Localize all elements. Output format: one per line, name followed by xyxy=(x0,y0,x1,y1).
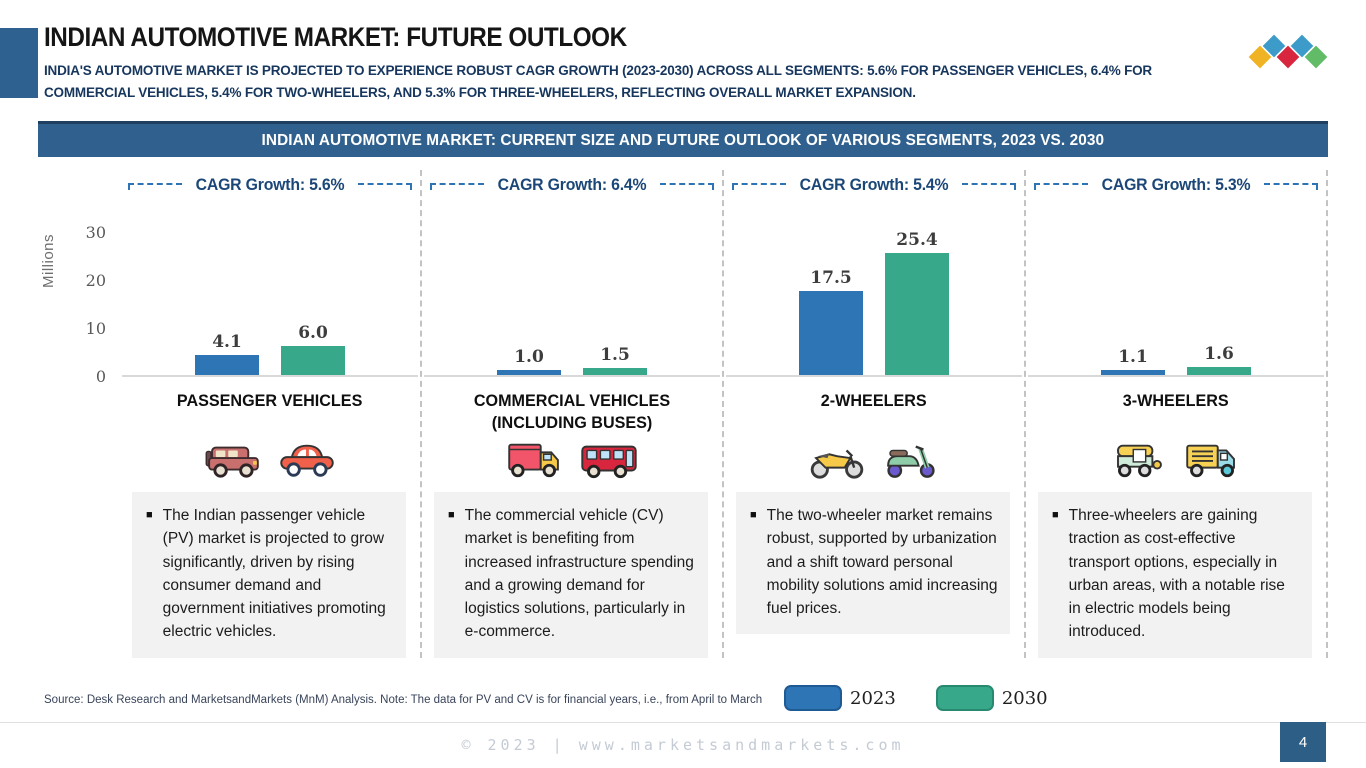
y-axis: Millions 30 20 10 0 xyxy=(38,170,120,658)
insight-box: ■ Three-wheelers are gaining traction as… xyxy=(1038,492,1312,658)
page-title: INDIAN AUTOMOTIVE MARKET: FUTURE OUTLOOK xyxy=(44,22,627,52)
y-axis-unit-label: Millions xyxy=(40,233,57,288)
chart-legend: 2023 2030 xyxy=(784,685,1072,711)
bar-value-label: 1.6 xyxy=(1204,344,1234,365)
car-icon xyxy=(280,444,334,477)
chart-title-banner: INDIAN AUTOMOTIVE MARKET: CURRENT SIZE A… xyxy=(38,121,1328,157)
legend-swatch-2030 xyxy=(935,685,994,711)
legend-label: 2023 xyxy=(850,687,896,709)
segment-title: PASSENGER VEHICLES xyxy=(122,390,418,436)
legend-item-2023: 2023 xyxy=(784,685,920,711)
suv-icon xyxy=(205,446,259,478)
panel-3-wheelers: CAGR Growth: 5.3% 1.1 1.6 3-WHEELERS xyxy=(1024,170,1328,658)
segment-title: COMMERCIAL VEHICLES (INCLUDING BUSES) xyxy=(424,390,720,436)
legend-label: 2030 xyxy=(1001,687,1048,709)
footer: © 2023 | www.marketsandmarkets.com 4 xyxy=(0,722,1366,768)
bar-2023: 1.0 xyxy=(497,347,561,375)
y-axis-ticks: 30 20 10 0 xyxy=(76,200,106,386)
insight-text: The two-wheeler market remains robust, s… xyxy=(766,507,998,617)
segment-icons xyxy=(424,436,720,484)
cagr-row: CAGR Growth: 6.4% xyxy=(424,170,720,200)
cagr-bracket-left xyxy=(1033,183,1088,191)
cagr-row: CAGR Growth: 5.6% xyxy=(122,170,418,200)
page-subtitle: INDIA'S AUTOMOTIVE MARKET IS PROJECTED T… xyxy=(44,63,1152,101)
cagr-bracket-left xyxy=(731,183,786,191)
bar-plot: 17.5 25.4 xyxy=(726,200,1022,377)
bar-value-label: 1.5 xyxy=(600,344,630,365)
cagr-bracket-right xyxy=(660,183,714,191)
panel-passenger-vehicles: CAGR Growth: 5.6% 4.1 6.0 PASSENGER VEHI… xyxy=(120,170,420,658)
insight-text: Three-wheelers are gaining traction as c… xyxy=(1068,507,1285,641)
scooter-icon xyxy=(887,445,935,478)
cagr-bracket-left xyxy=(429,183,484,191)
insight-text: The commercial vehicle (CV) market is be… xyxy=(464,507,694,641)
bar-2023: 1.1 xyxy=(1101,347,1165,375)
y-tick-0: 0 xyxy=(95,367,106,386)
source-note: Source: Desk Research and MarketsandMark… xyxy=(44,694,763,706)
bar-2023: 17.5 xyxy=(799,268,863,375)
bullet-icon: ■ xyxy=(750,509,757,521)
y-tick-10: 10 xyxy=(85,319,106,338)
cargo-rickshaw-icon xyxy=(1186,444,1235,478)
bar-plot: 1.0 1.5 xyxy=(424,200,720,377)
bar-value-label: 17.5 xyxy=(810,268,852,288)
bar-2030: 1.6 xyxy=(1187,344,1251,375)
truck-icon xyxy=(508,443,559,478)
bar-2030: 6.0 xyxy=(281,323,345,375)
bar-value-label: 1.1 xyxy=(1118,346,1148,367)
segment-title-text: 3-WHEELERS xyxy=(1123,391,1229,410)
segment-icons xyxy=(1028,436,1324,484)
bar-2023: 4.1 xyxy=(195,332,259,375)
bullet-icon: ■ xyxy=(146,509,153,521)
insight-box: ■ The two-wheeler market remains robust,… xyxy=(736,492,1010,635)
marketsandmarkets-logo-icon xyxy=(1248,34,1330,74)
segment-title-text: COMMERCIAL VEHICLES (INCLUDING BUSES) xyxy=(473,391,671,433)
y-tick-20: 20 xyxy=(85,271,106,290)
panel-2-wheelers: CAGR Growth: 5.4% 17.5 25.4 2-WHEELERS xyxy=(722,170,1024,658)
bar-value-label: 6.0 xyxy=(298,323,328,344)
page-number: 4 xyxy=(1280,722,1326,762)
bar-value-label: 1.0 xyxy=(514,347,544,368)
cagr-label: CAGR Growth: 5.6% xyxy=(195,175,345,194)
segment-title: 3-WHEELERS xyxy=(1028,390,1324,436)
copyright-text: © 2023 | www.marketsandmarkets.com xyxy=(461,736,905,754)
y-tick-30: 30 xyxy=(85,223,106,242)
cagr-label: CAGR Growth: 6.4% xyxy=(497,175,647,194)
segment-title: 2-WHEELERS xyxy=(726,390,1022,436)
cagr-label: CAGR Growth: 5.3% xyxy=(1101,175,1251,194)
bullet-icon: ■ xyxy=(1052,509,1059,521)
cagr-bracket-right xyxy=(962,183,1016,191)
cagr-row: CAGR Growth: 5.4% xyxy=(726,170,1022,200)
cagr-row: CAGR Growth: 5.3% xyxy=(1028,170,1324,200)
legend-item-2030: 2030 xyxy=(935,685,1072,711)
title-accent-bar xyxy=(0,28,38,98)
bar-2030: 25.4 xyxy=(885,230,949,375)
auto-rickshaw-icon xyxy=(1117,444,1162,478)
bullet-icon: ■ xyxy=(448,509,455,521)
segment-title-text: PASSENGER VEHICLES xyxy=(177,391,363,410)
insight-box: ■ The commercial vehicle (CV) market is … xyxy=(434,492,708,658)
motorcycle-icon xyxy=(810,449,864,479)
bar-2030: 1.5 xyxy=(583,345,647,375)
bar-plot: 4.1 6.0 xyxy=(122,200,418,377)
insight-text: The Indian passenger vehicle (PV) market… xyxy=(162,507,386,641)
insight-box: ■ The Indian passenger vehicle (PV) mark… xyxy=(132,492,406,658)
chart-area: Millions 30 20 10 0 CAGR Growth: 5.6% 4.… xyxy=(38,170,1328,658)
cagr-bracket-left xyxy=(127,183,182,191)
bar-value-label: 25.4 xyxy=(896,230,938,251)
chart-title: INDIAN AUTOMOTIVE MARKET: CURRENT SIZE A… xyxy=(261,131,1105,149)
bus-icon xyxy=(581,445,637,479)
legend-swatch-2023 xyxy=(784,685,842,711)
bar-plot: 1.1 1.6 xyxy=(1028,200,1324,377)
cagr-bracket-right xyxy=(1264,183,1318,191)
segment-icons xyxy=(726,436,1022,484)
cagr-label: CAGR Growth: 5.4% xyxy=(799,175,949,194)
cagr-bracket-right xyxy=(358,183,412,191)
segment-icons xyxy=(122,436,418,484)
panel-commercial-vehicles: CAGR Growth: 6.4% 1.0 1.5 COMMERCIAL VEH… xyxy=(420,170,722,658)
header: INDIAN AUTOMOTIVE MARKET: FUTURE OUTLOOK… xyxy=(44,22,1236,105)
bar-value-label: 4.1 xyxy=(212,332,242,353)
segment-title-text: 2-WHEELERS xyxy=(821,391,927,410)
